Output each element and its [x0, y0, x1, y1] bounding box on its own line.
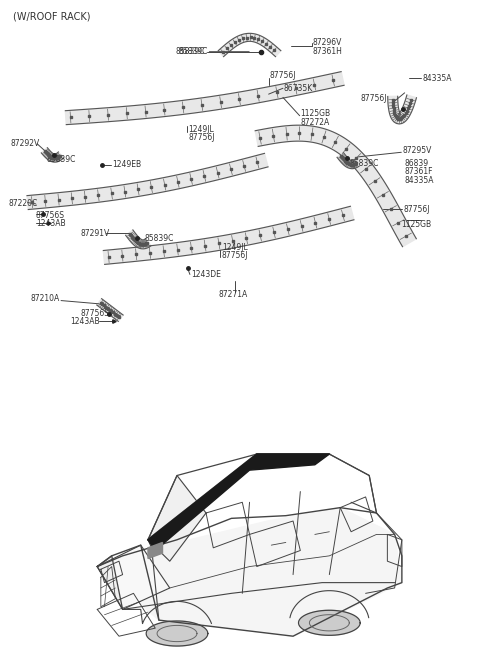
Polygon shape [97, 508, 402, 636]
Polygon shape [148, 476, 206, 561]
Text: 87756J: 87756J [360, 94, 386, 102]
Polygon shape [65, 72, 344, 125]
Polygon shape [126, 230, 151, 249]
Polygon shape [218, 33, 281, 56]
Text: 86839: 86839 [405, 159, 429, 168]
Text: 1125GB: 1125GB [300, 110, 331, 118]
Text: 87291V: 87291V [80, 229, 109, 237]
Polygon shape [97, 545, 170, 609]
Text: 1243AB: 1243AB [71, 317, 100, 326]
Text: 1249JL: 1249JL [222, 243, 248, 251]
Text: 87292V: 87292V [11, 139, 40, 148]
Text: 87220C: 87220C [9, 199, 38, 209]
Text: 87756J: 87756J [270, 71, 296, 79]
Text: 86735K: 86735K [284, 84, 313, 92]
Text: 85839C: 85839C [47, 155, 76, 164]
Text: 87361F: 87361F [405, 167, 433, 176]
Text: 87361H: 87361H [312, 47, 342, 56]
Text: 85839C: 85839C [144, 234, 174, 243]
Text: 85839C: 85839C [350, 159, 379, 168]
Polygon shape [148, 454, 329, 550]
Text: 1249EB: 1249EB [113, 160, 142, 169]
Text: 87296V: 87296V [312, 38, 342, 47]
Polygon shape [255, 125, 416, 247]
Polygon shape [97, 298, 123, 321]
Text: 87210A: 87210A [30, 294, 59, 303]
Polygon shape [388, 95, 417, 124]
Text: 84335A: 84335A [405, 176, 434, 185]
Polygon shape [148, 621, 206, 646]
Text: 85839C: 85839C [178, 47, 207, 56]
Text: 85839C: 85839C [176, 47, 205, 56]
Text: 87756J: 87756J [404, 205, 430, 214]
Text: 87756S: 87756S [36, 211, 65, 220]
Text: (W/ROOF RACK): (W/ROOF RACK) [13, 11, 91, 21]
Text: 87756J: 87756J [222, 251, 248, 260]
Text: 1249JL: 1249JL [189, 125, 214, 134]
Text: 87271A: 87271A [218, 289, 248, 298]
Polygon shape [41, 148, 64, 162]
Polygon shape [337, 152, 359, 169]
Polygon shape [97, 556, 122, 609]
Polygon shape [103, 206, 354, 264]
Text: 87272A: 87272A [300, 117, 330, 127]
Text: 87756S: 87756S [80, 309, 109, 318]
Text: 1243DE: 1243DE [192, 270, 221, 279]
Text: 1243AB: 1243AB [36, 219, 65, 228]
Polygon shape [300, 610, 359, 635]
Text: 87295V: 87295V [402, 146, 432, 155]
Text: 84335A: 84335A [422, 74, 452, 83]
Text: 1125GB: 1125GB [401, 220, 432, 230]
Polygon shape [148, 543, 163, 558]
Polygon shape [27, 154, 268, 209]
Text: 87756J: 87756J [189, 133, 215, 142]
